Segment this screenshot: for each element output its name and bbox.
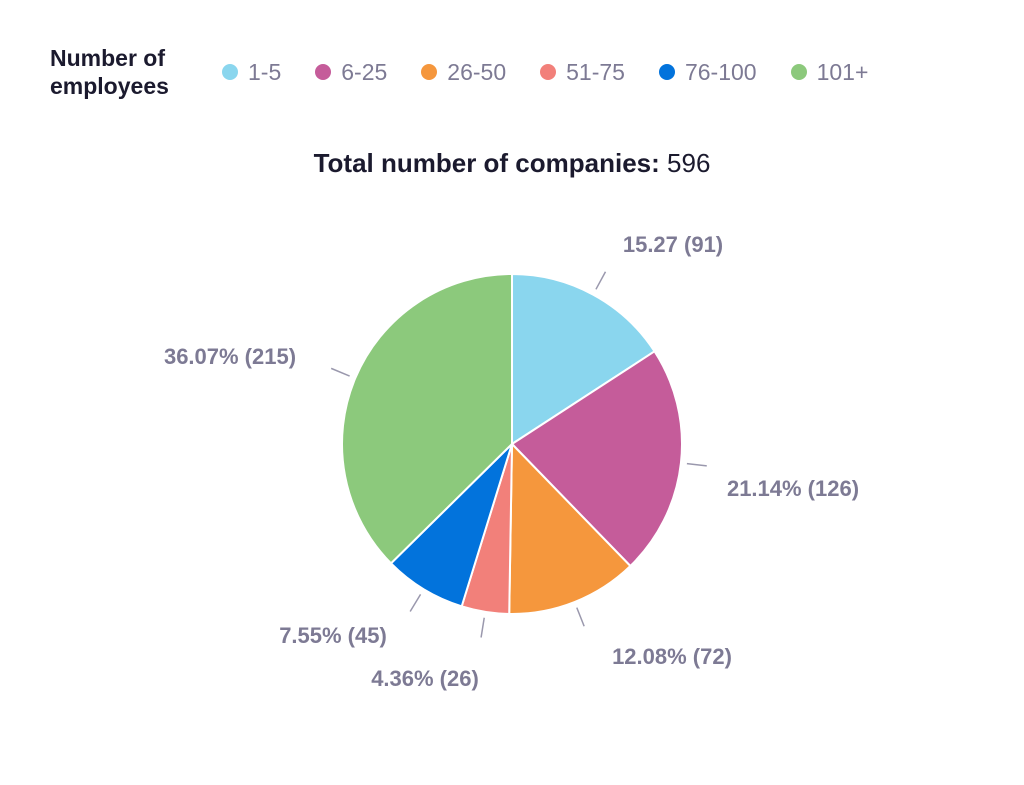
total-value: 596 (667, 148, 711, 178)
legend-item-26-50[interactable]: 26-50 (421, 59, 506, 86)
legend-label: 26-50 (447, 58, 507, 85)
data-label: 4.36% (26) (371, 666, 479, 691)
data-label: 36.07% (215) (164, 344, 296, 369)
title-label: Total number of companies: (313, 148, 660, 178)
leader-line (409, 593, 422, 612)
legend-label: 1-5 (248, 58, 282, 85)
data-label: 12.08% (72) (612, 644, 732, 669)
pie-slice-101+[interactable] (341, 272, 513, 565)
legend-label: 101+ (816, 58, 869, 85)
legend-marker (540, 64, 557, 80)
data-label: 21.14% (126) (727, 476, 859, 501)
legend-marker (222, 64, 238, 80)
legend: Number of employees 1-5 6-25 26-50 51-75 76-… (50, 44, 890, 100)
legend-marker (658, 64, 675, 80)
legend-label: 51-75 (566, 58, 625, 85)
legend-item-76-100[interactable]: 76-100 (658, 58, 757, 86)
chart-title: Total number of companies: 596 (0, 148, 1024, 179)
pie-slice-1-5[interactable] (511, 272, 656, 446)
leader-line (480, 617, 485, 638)
leader-line (576, 607, 585, 627)
legend-marker (790, 64, 807, 80)
legend-marker (315, 64, 332, 80)
leader-line (595, 271, 607, 290)
legend-item-51-75[interactable]: 51-75 (540, 59, 625, 86)
data-label: 15.27 (91) (623, 232, 723, 257)
legend-title: Number of employees (50, 45, 169, 99)
legend-marker (421, 64, 438, 80)
legend-item-101+[interactable]: 101+ (790, 58, 869, 86)
data-label: 7.55% (45) (279, 623, 387, 648)
legend-label: 6-25 (341, 58, 388, 85)
leader-line (686, 462, 707, 467)
pie-slice-6-25[interactable] (510, 349, 683, 568)
pie-slice-26-50[interactable] (508, 441, 632, 615)
legend-item-1-5[interactable]: 1-5 (222, 59, 281, 86)
legend-label: 76-100 (684, 58, 757, 85)
leader-line (330, 367, 350, 377)
legend-item-6-25[interactable]: 6-25 (315, 59, 387, 86)
